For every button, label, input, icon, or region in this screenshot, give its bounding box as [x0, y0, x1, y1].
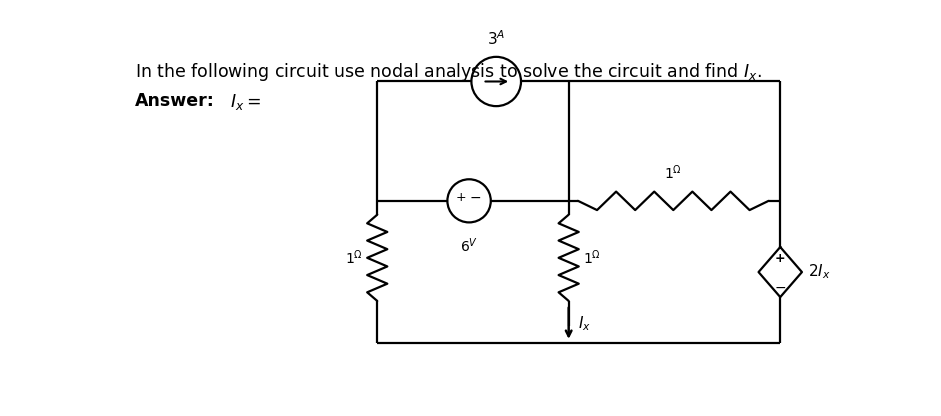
Text: Answer:: Answer:: [135, 92, 215, 109]
Text: $I_x=$: $I_x=$: [230, 92, 261, 111]
Text: $1^{\Omega}$: $1^{\Omega}$: [345, 248, 363, 267]
Text: +: +: [456, 191, 467, 204]
Text: $6^V$: $6^V$: [460, 236, 478, 255]
Text: $2I_x$: $2I_x$: [808, 263, 831, 281]
Text: $1^{\Omega}$: $1^{\Omega}$: [664, 163, 682, 182]
Text: $3^A$: $3^A$: [487, 29, 505, 47]
Text: In the following circuit use nodal analysis to solve the circuit and find $I_x$.: In the following circuit use nodal analy…: [135, 61, 761, 83]
Text: −: −: [774, 280, 786, 295]
Text: $I_x$: $I_x$: [578, 314, 591, 333]
Text: $1^{\Omega}$: $1^{\Omega}$: [582, 248, 600, 267]
Text: −: −: [470, 191, 481, 205]
Text: +: +: [775, 252, 786, 265]
